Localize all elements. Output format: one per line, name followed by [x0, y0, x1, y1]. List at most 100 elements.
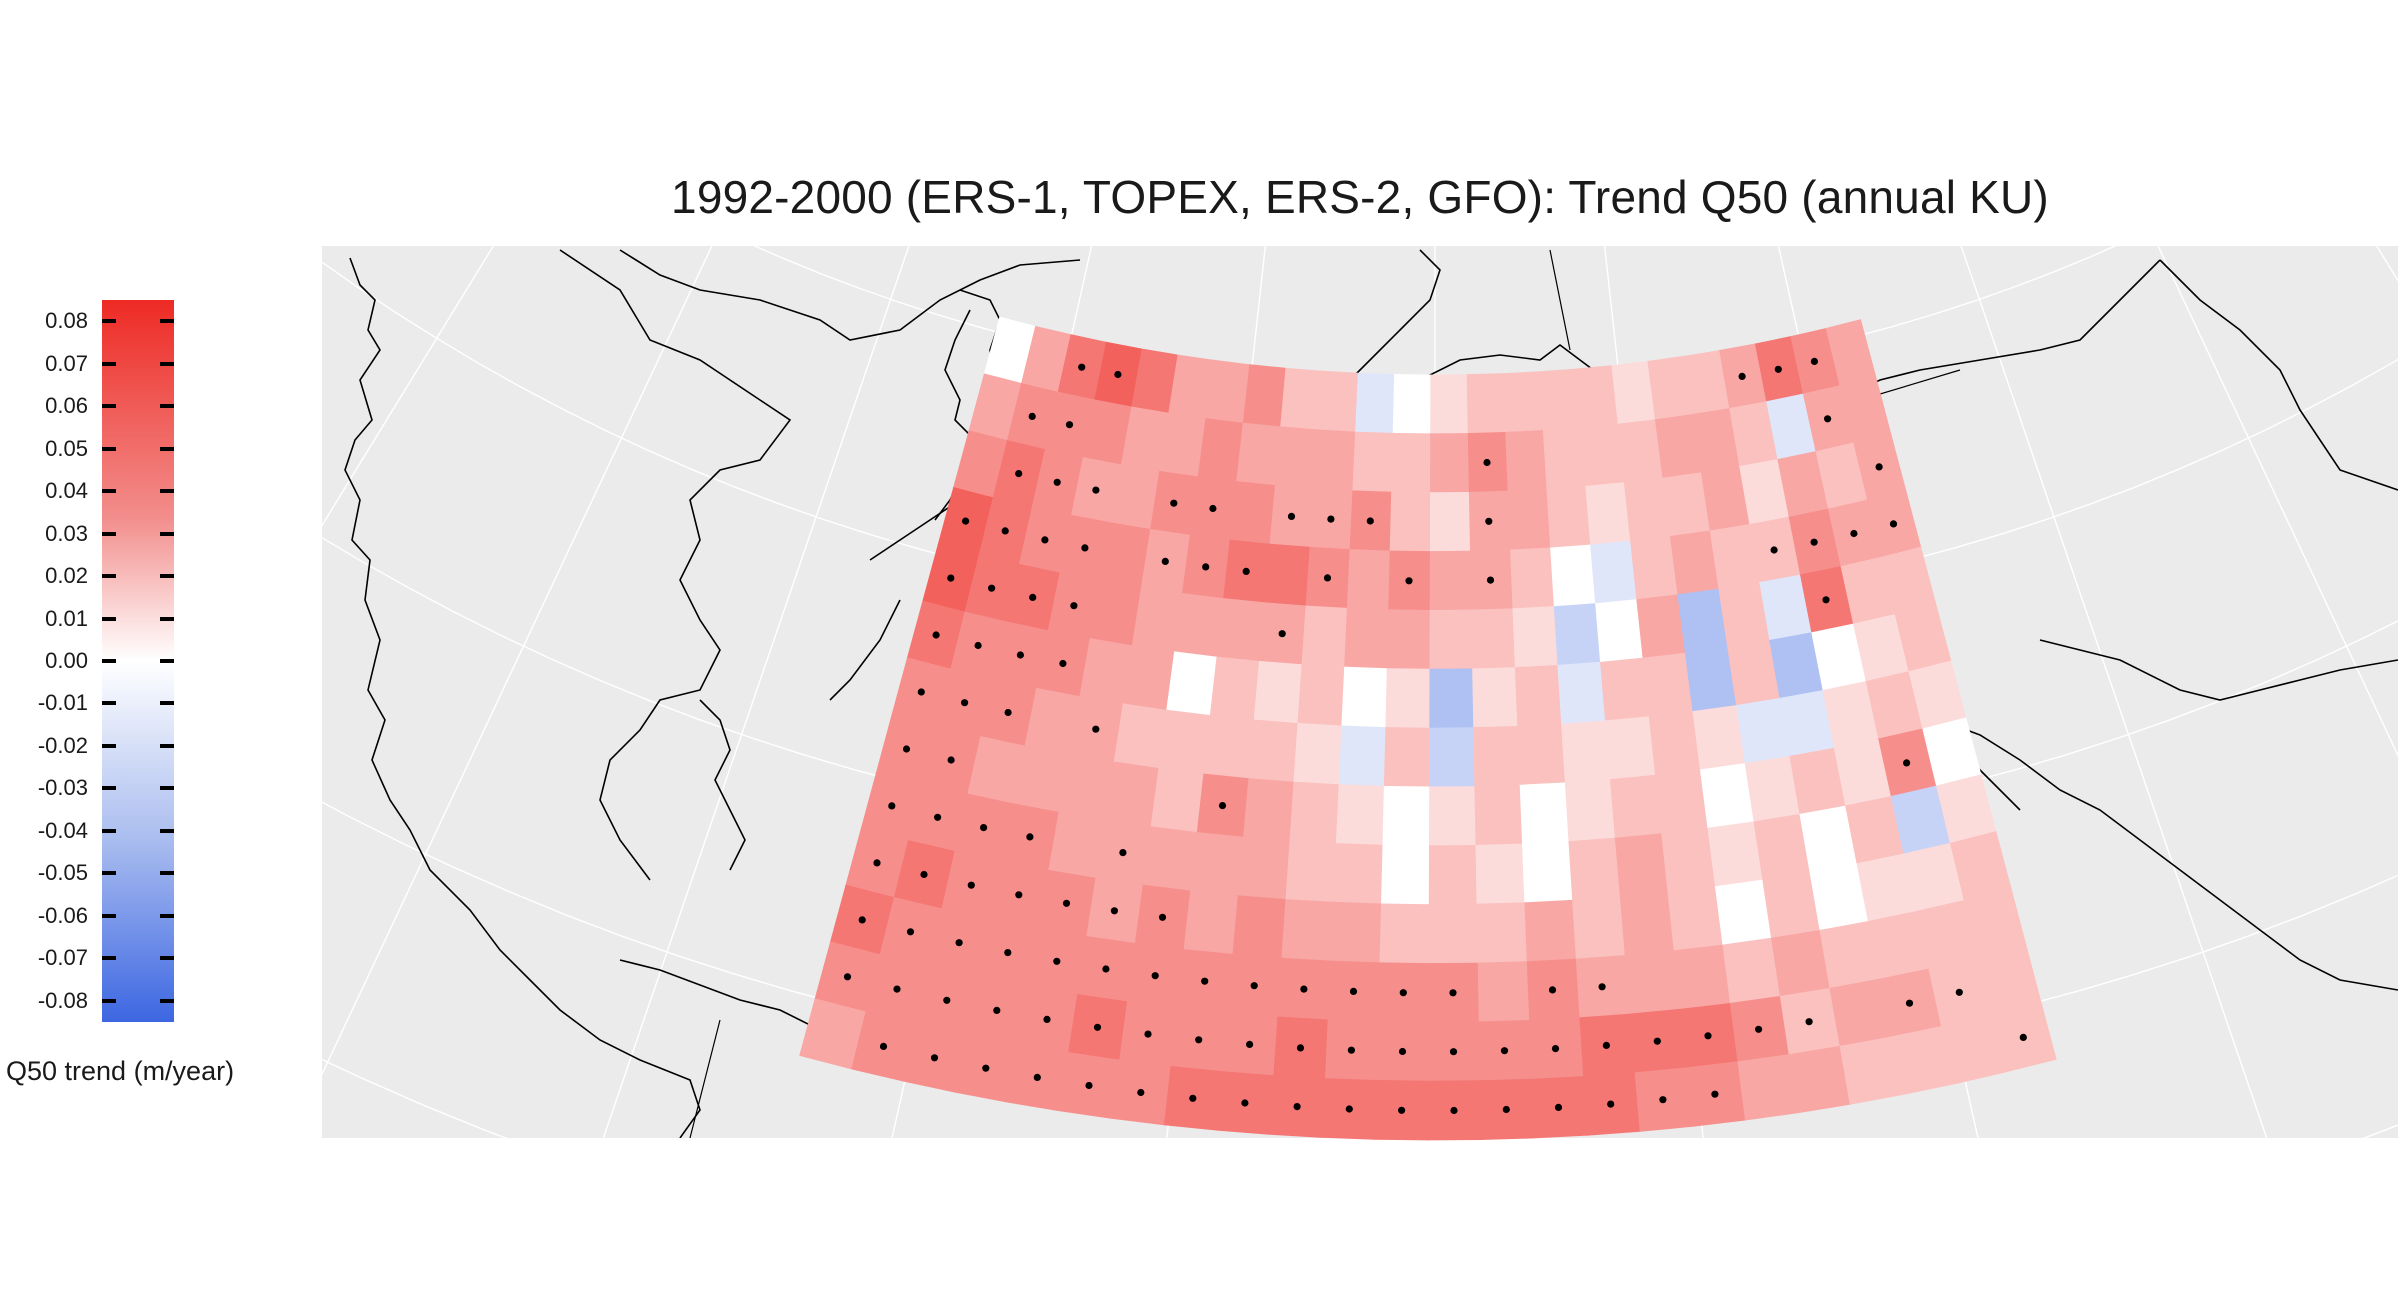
significance-dot [1450, 1106, 1458, 1115]
significance-dot [1548, 986, 1557, 994]
colorbar-tick-label: 0.06 [45, 393, 88, 419]
asia-coastline [344, 257, 701, 1138]
significance-dot [1161, 557, 1169, 566]
trend-cell [1735, 698, 1790, 765]
trend-cell [1202, 714, 1254, 779]
significance-dot [1209, 504, 1217, 513]
trend-cell [1538, 368, 1581, 431]
colorbar-tick-mark [102, 446, 116, 451]
siberia-coastline [619, 249, 1081, 341]
significance-dot [1349, 987, 1358, 996]
significance-dot [1502, 1105, 1510, 1114]
trend-cell [1427, 844, 1477, 906]
trend-cell [1616, 419, 1663, 484]
significance-dot [1001, 527, 1009, 535]
significance-dot [1483, 458, 1491, 467]
trend-cell [1215, 598, 1265, 662]
trend-cell [1504, 430, 1547, 492]
trend-cell [1241, 364, 1286, 428]
colorbar-tick-mark [160, 574, 174, 579]
trend-cell [1553, 603, 1601, 666]
trend-cell [1429, 491, 1471, 552]
colorbar-tick-mark [160, 659, 174, 663]
significance-dot [1201, 977, 1209, 985]
colorbar-tick-mark [160, 489, 174, 494]
trend-cell [1743, 756, 1800, 823]
significance-dot [1029, 593, 1037, 602]
significance-dot [1903, 759, 1911, 767]
graticule-meridian [1960, 246, 2268, 1138]
significance-dot [967, 881, 975, 889]
significance-dot [1345, 1105, 1353, 1113]
colorbar-tick-label: -0.03 [37, 775, 88, 801]
significance-dot [920, 870, 928, 879]
trend-cell [1660, 827, 1716, 893]
trend-cell [1721, 937, 1780, 1004]
trend-cell [1279, 367, 1322, 431]
significance-dot [1774, 365, 1782, 373]
trend-cell [1604, 716, 1656, 781]
trend-cell [1381, 785, 1430, 847]
significance-dot [893, 985, 901, 993]
trend-cell [1380, 844, 1430, 906]
trend-cell [1521, 841, 1573, 904]
trend-cell [1292, 722, 1342, 786]
significance-dot [930, 1054, 939, 1062]
trend-cell [1157, 709, 1210, 775]
graticule-meridian [2232, 0, 2400, 1300]
trend-cell [1428, 727, 1475, 788]
trend-cell [1666, 886, 1723, 952]
significance-dot [1028, 412, 1036, 420]
significance-dot [974, 641, 982, 650]
significance-dot [1398, 1106, 1406, 1114]
significance-dot [1296, 1044, 1305, 1052]
significance-dot [980, 824, 988, 832]
asia-coastline-east [559, 249, 792, 881]
trend-cell [1635, 594, 1686, 659]
significance-dot [1875, 463, 1883, 471]
colorbar-tick-label: -0.07 [37, 945, 88, 971]
significance-dot [1137, 1088, 1145, 1097]
trend-cell [1556, 661, 1606, 725]
trend-cell [1252, 660, 1302, 724]
significance-dot [888, 802, 896, 810]
trend-cell [1235, 422, 1281, 486]
significance-dot [1755, 1025, 1763, 1033]
colorbar-tick-mark [102, 404, 116, 409]
significance-dot [1810, 357, 1818, 365]
trend-cell [1428, 668, 1474, 729]
colorbar-tick-mark [160, 361, 174, 366]
trend-cell [1182, 890, 1238, 955]
trend-cell [1770, 930, 1830, 997]
significance-dot [1810, 538, 1818, 546]
significance-dot [1170, 499, 1178, 507]
trend-cell [1300, 605, 1347, 668]
hudson-coastline [2159, 259, 2398, 491]
significance-dot [1242, 567, 1250, 576]
graticule-parallel [447, 0, 2400, 160]
colorbar-tick-mark [160, 319, 174, 324]
significance-dot [1218, 802, 1227, 810]
significance-dot [1065, 421, 1074, 429]
trend-cell [1706, 821, 1763, 888]
trend-cell [1752, 814, 1810, 881]
trend-cell [1337, 725, 1386, 787]
chart-title: 1992-2000 (ERS-1, TOPEX, ERS-2, GFO): Tr… [671, 171, 2049, 223]
colorbar-tick-mark [102, 743, 116, 748]
colorbar-tick-mark [102, 361, 116, 366]
significance-dot [917, 688, 925, 696]
significance-dot [902, 745, 911, 753]
significance-dot [1327, 515, 1335, 523]
trend-cell [1470, 608, 1515, 670]
significance-dot [1078, 363, 1086, 371]
graticule-meridian [322, 246, 713, 1076]
significance-dot [1486, 576, 1495, 584]
trend-cell [1669, 530, 1719, 596]
significance-dot [906, 928, 915, 936]
trend-cell [1103, 761, 1159, 828]
trend-cell [1231, 895, 1286, 959]
trend-cell [1518, 782, 1569, 845]
colorbar-tick-mark [160, 998, 174, 1003]
trend-cell [1165, 651, 1217, 716]
trend-cell [1584, 482, 1631, 546]
